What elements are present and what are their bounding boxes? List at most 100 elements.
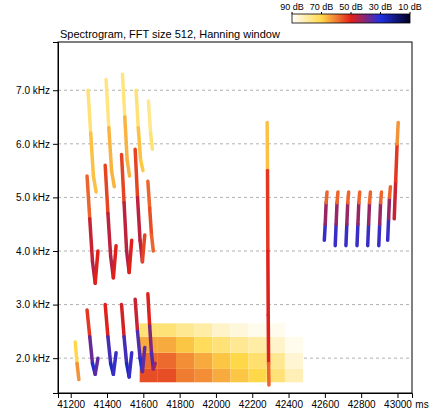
x-tick-label: 41800: [166, 399, 194, 410]
y-tick: 3.0 kHz: [16, 299, 58, 310]
y-tick: 4.0 kHz: [16, 246, 58, 257]
colorbar: [292, 14, 410, 23]
x-tick: 42600: [311, 393, 339, 410]
grid-line: [58, 304, 412, 305]
x-axis-line: [59, 394, 413, 399]
trace-segment: [344, 224, 348, 245]
y-tick-mark: [53, 144, 58, 145]
trace-segment: [368, 192, 372, 203]
colorbar-tick-label: 10 dB: [398, 2, 422, 12]
colorbar-tick-label: 70 dB: [310, 2, 334, 12]
cell: [249, 353, 267, 369]
trace-segment: [335, 192, 339, 203]
trace-segment: [333, 224, 337, 245]
grid: [58, 90, 412, 358]
x-tick-mark: [180, 393, 181, 398]
trace-segment: [266, 315, 270, 363]
trace-segment: [138, 331, 141, 358]
x-axis-title: ms: [415, 399, 428, 410]
colorbar-tick: [380, 12, 381, 14]
colorbar-tick: [321, 12, 322, 14]
cell: [285, 369, 303, 382]
trace-segment: [112, 171, 115, 187]
trace-segment: [138, 197, 141, 240]
x-tick: 41800: [166, 393, 194, 410]
trace-segment: [125, 117, 127, 160]
colorbar-tick: [351, 12, 352, 14]
cell: [176, 323, 194, 336]
y-tick-mark: [53, 251, 58, 252]
grid-line: [58, 90, 412, 91]
cell: [212, 337, 230, 353]
x-tick-label: 42800: [348, 399, 376, 410]
trace-segment: [113, 246, 116, 278]
x-tick-label: 42600: [311, 399, 339, 410]
trace-segment: [396, 144, 397, 182]
trace-segment: [379, 192, 383, 203]
trace-segment: [138, 128, 140, 160]
cell: [230, 337, 248, 353]
x-tick-label: 42400: [275, 399, 303, 410]
y-tick-mark: [53, 197, 58, 198]
trace-segment: [124, 337, 127, 364]
trace-segment: [367, 203, 371, 224]
trace-segment: [95, 251, 98, 283]
cell: [230, 353, 248, 369]
trace-segment: [394, 181, 395, 219]
y-tick-label: 5.0 kHz: [16, 192, 50, 203]
title: Spectrogram, FFT size 512, Hanning windo…: [60, 28, 280, 40]
x-tick-label: 42000: [203, 399, 231, 410]
trace-segment: [386, 219, 390, 240]
cell: [176, 337, 194, 353]
cell: [194, 353, 212, 369]
cell: [158, 323, 176, 336]
cell: [285, 337, 303, 353]
trace-segment: [106, 80, 109, 128]
trace-segment: [113, 353, 116, 374]
trace-segment: [324, 192, 328, 203]
cell: [230, 323, 248, 336]
trace-segment: [105, 305, 108, 337]
y-tick: 7.0 kHz: [16, 85, 58, 96]
cell: [249, 337, 267, 353]
trace-segment: [90, 219, 93, 262]
trace-segment: [345, 203, 349, 224]
trace-segment: [265, 122, 269, 170]
y-tick-mark: [53, 358, 58, 359]
trace-segment: [108, 213, 111, 256]
x-tick-label: 43000: [384, 399, 412, 410]
trace-segment: [151, 235, 153, 251]
x-tick: 42800: [348, 393, 376, 410]
y-axis: 2.0 kHz 3.0 kHz 4.0 kHz 5.0 kHz 6.0 kHz 7.0 k…: [16, 43, 58, 394]
trace-segment: [142, 235, 144, 262]
y-tick-label: 2.0 kHz: [16, 353, 50, 364]
plot-area: [75, 74, 398, 385]
trace-segment: [88, 90, 91, 133]
colorbar-tick: [410, 12, 411, 14]
colorbar-tick-label: 90 dB: [280, 2, 304, 12]
trace-segment: [105, 165, 108, 213]
trace-segment: [323, 224, 327, 240]
trace-segment: [150, 208, 152, 235]
trace-segment: [87, 176, 90, 219]
trace-segment: [93, 176, 96, 192]
trace-segment: [151, 133, 153, 149]
trace-segment: [108, 337, 111, 364]
cell: [249, 323, 267, 336]
trace-segment: [266, 171, 270, 251]
cell: [212, 353, 230, 369]
cell: [230, 369, 248, 382]
y-tick: 2.0 kHz: [16, 353, 58, 364]
colorbar-tick-label: 30 dB: [369, 2, 393, 12]
trace-segment: [357, 192, 361, 203]
cell: [194, 337, 212, 353]
y-tick: 6.0 kHz: [16, 139, 58, 150]
trace-segment: [346, 192, 350, 203]
trace-segment: [148, 294, 150, 326]
trace-segment: [334, 203, 338, 224]
trace-segment: [150, 326, 152, 353]
x-tick-mark: [361, 393, 362, 398]
trace-segment: [122, 305, 125, 337]
y-tick-label: 4.0 kHz: [16, 246, 50, 257]
x-tick: 41600: [130, 393, 158, 410]
